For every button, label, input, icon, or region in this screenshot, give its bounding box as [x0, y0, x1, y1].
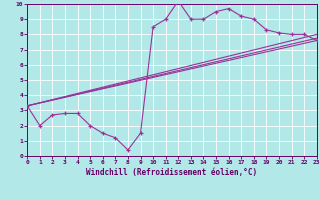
X-axis label: Windchill (Refroidissement éolien,°C): Windchill (Refroidissement éolien,°C) — [86, 168, 258, 177]
